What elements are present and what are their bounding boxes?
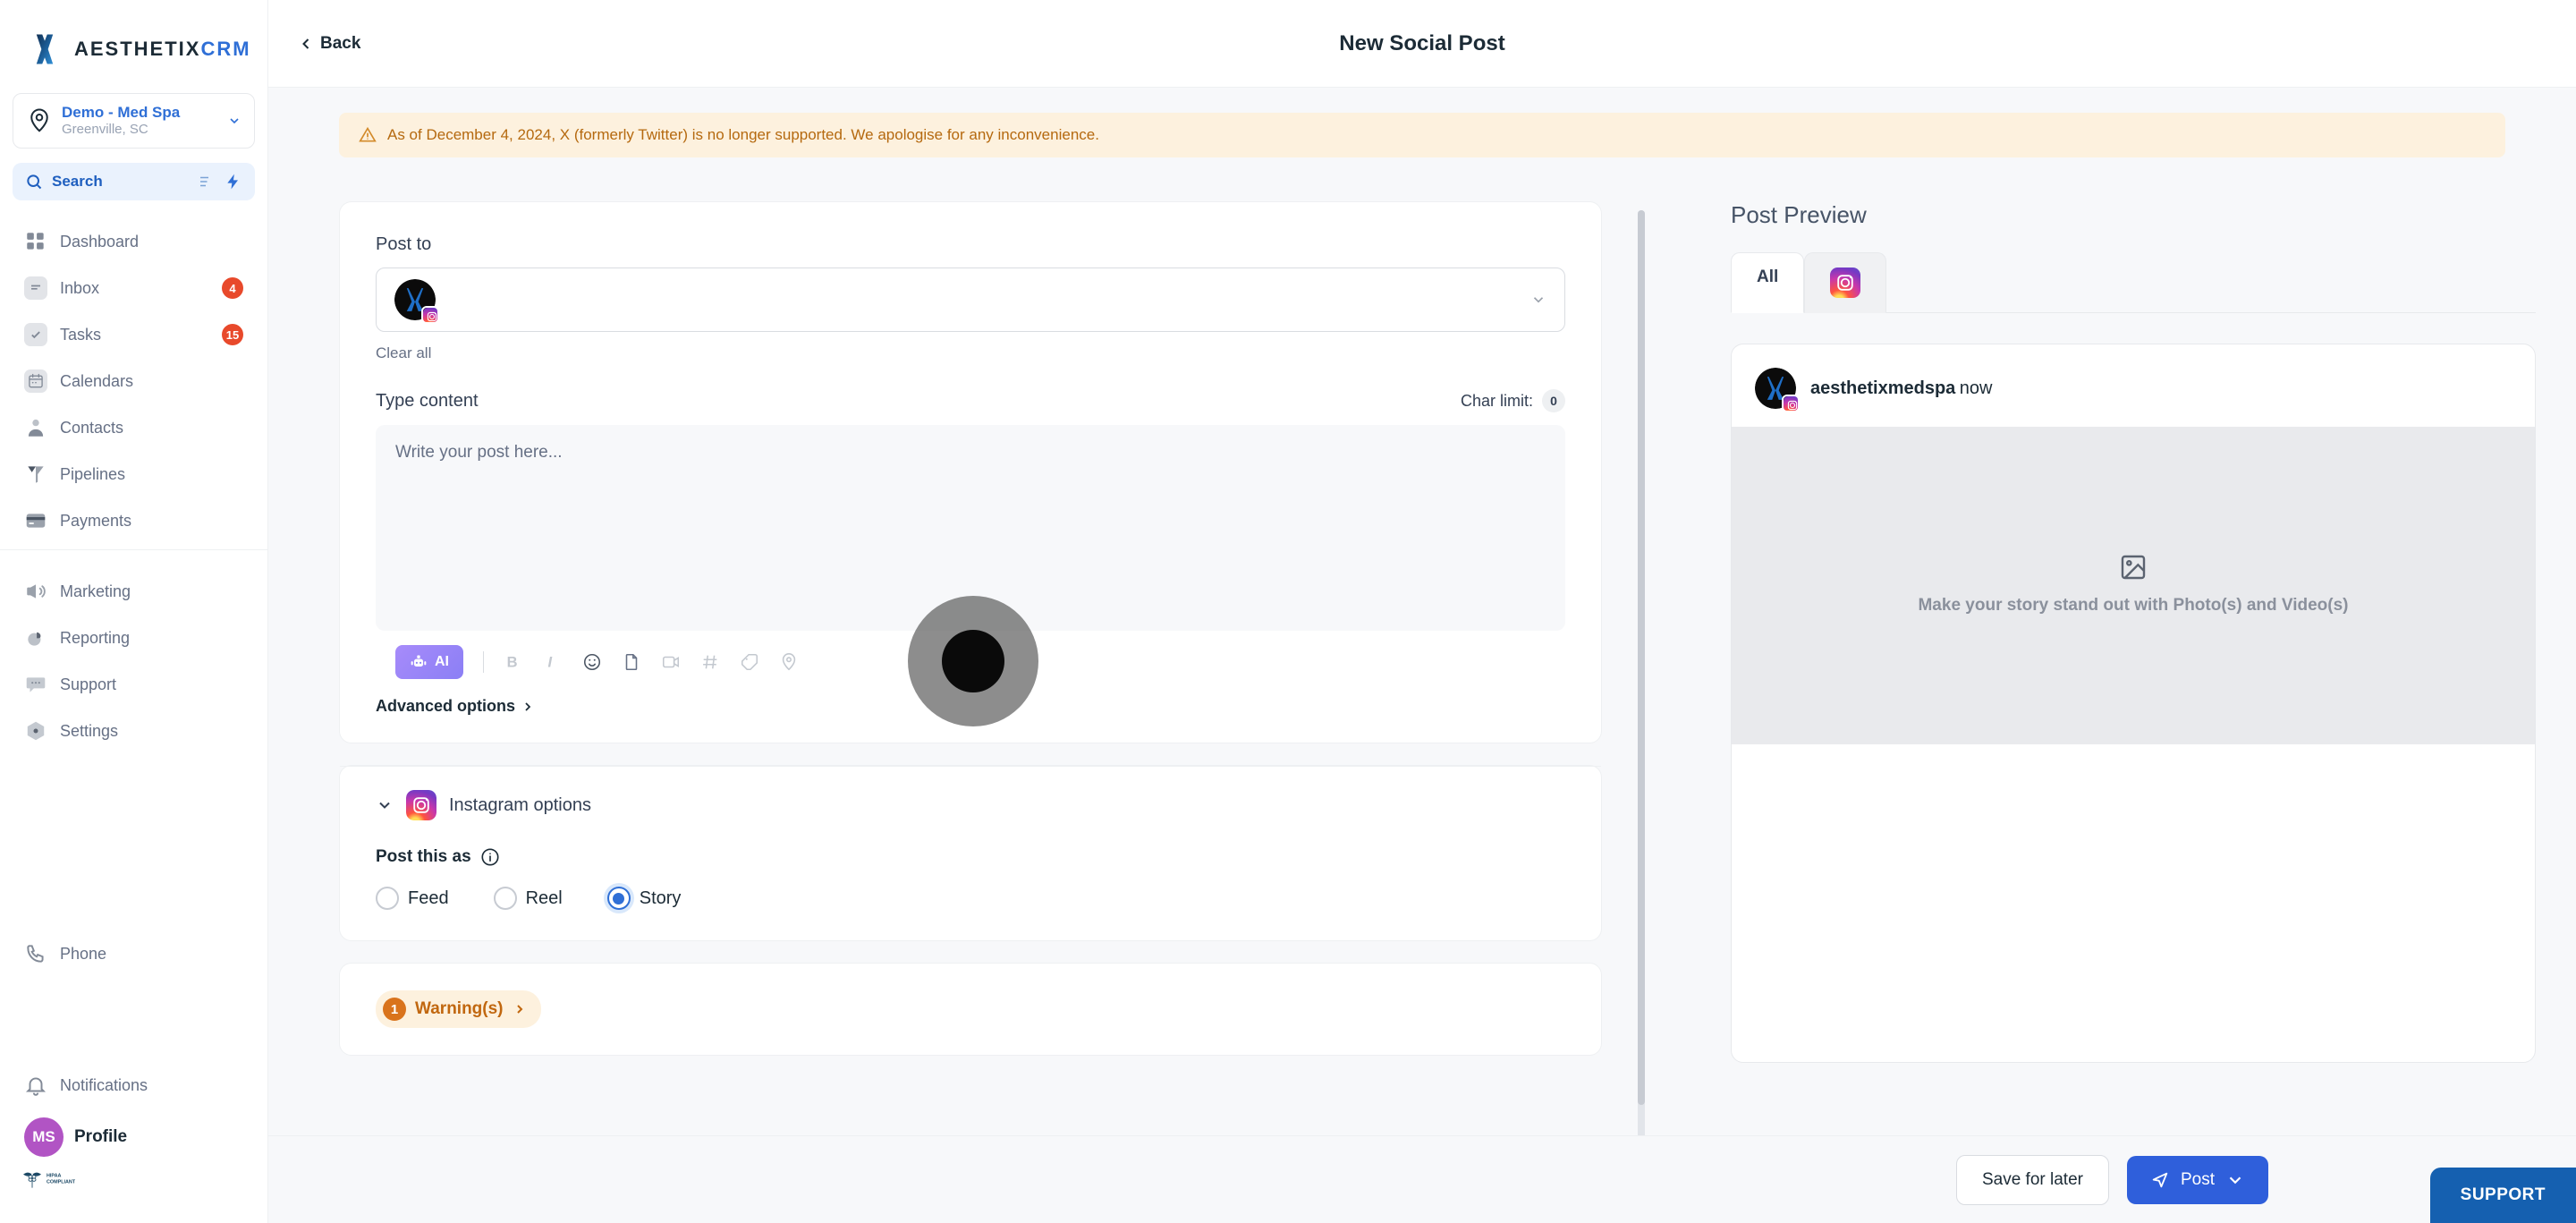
svg-text:I: I (548, 655, 553, 671)
svg-text:B: B (507, 655, 518, 671)
